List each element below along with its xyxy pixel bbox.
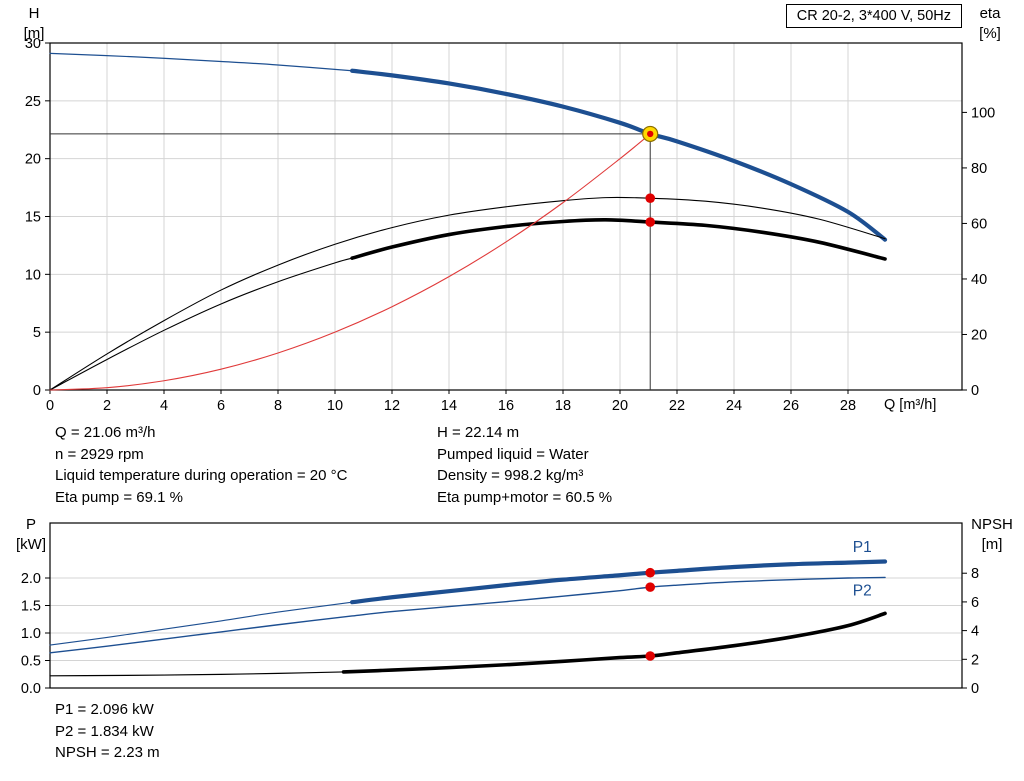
svg-text:0.5: 0.5 [21,654,41,670]
svg-text:2.0: 2.0 [21,571,41,587]
svg-text:8: 8 [274,398,282,414]
svg-text:P1: P1 [853,539,872,556]
svg-text:14: 14 [441,398,457,414]
head-axis-label: H [m] [16,4,52,44]
info-line-q: Q = 21.06 m³/h [55,424,156,441]
eta-axis-label: eta [%] [968,4,1012,44]
npsh-axis-label: NPSH [m] [964,515,1020,555]
info-line-p1: P1 = 2.096 kW [55,701,154,718]
power-axis-symbol: P [25,516,36,533]
svg-text:1.5: 1.5 [21,599,41,615]
svg-text:22: 22 [669,398,685,414]
svg-text:5: 5 [33,325,41,341]
info-line-npsh: NPSH = 2.23 m [55,744,160,761]
svg-text:60: 60 [971,216,987,232]
svg-text:25: 25 [25,94,41,110]
svg-text:20: 20 [971,327,987,343]
svg-text:6: 6 [971,595,979,611]
svg-text:80: 80 [971,161,987,177]
svg-text:2: 2 [971,652,979,668]
head-axis-unit: [m] [23,25,45,42]
info-line-p2: P2 = 1.834 kW [55,722,154,740]
svg-text:4: 4 [971,624,979,640]
svg-text:28: 28 [840,398,856,414]
power-axis-label: P [kW] [10,515,52,555]
svg-text:4: 4 [160,398,168,414]
svg-text:6: 6 [217,398,225,414]
svg-text:2: 2 [103,398,111,414]
svg-text:24: 24 [726,398,742,414]
svg-text:0.0: 0.0 [21,681,41,697]
info-line-eta-pump: Eta pump = 69.1 % [55,488,183,506]
power-axis-unit: [kW] [16,536,46,553]
svg-text:0: 0 [971,383,979,399]
svg-text:100: 100 [971,105,995,121]
svg-text:8: 8 [971,566,979,582]
eta-axis-unit: [%] [979,25,1001,42]
info-line-eta-total: Eta pump+motor = 60.5 % [437,488,613,506]
svg-text:10: 10 [25,267,41,283]
svg-text:1.0: 1.0 [21,626,41,642]
svg-text:15: 15 [25,210,41,226]
svg-text:18: 18 [555,398,571,414]
info-line-temperature: Liquid temperature during operation = 20… [55,467,348,484]
svg-text:0: 0 [971,681,979,697]
svg-text:40: 40 [971,272,987,288]
power-info: P1 = 2.096 kW P2 = 1.834 kW NPSH = 2.23 … [55,699,160,764]
svg-text:P2: P2 [853,583,872,600]
head-axis-symbol: H [28,5,40,22]
svg-text:16: 16 [498,398,514,414]
svg-text:26: 26 [783,398,799,414]
pump-type-box: CR 20-2, 3*400 V, 50Hz [785,4,962,28]
svg-text:10: 10 [327,398,343,414]
info-line-speed: n = 2929 rpm [55,445,144,463]
svg-text:0: 0 [33,383,41,399]
info-line-liquid: Pumped liquid = Water [437,445,589,463]
svg-text:20: 20 [25,152,41,168]
flow-axis-unit: Q [m³/h] [884,397,937,413]
npsh-axis-unit: [m] [981,536,1003,553]
operating-info-left: Q = 21.06 m³/h n = 2929 rpm Liquid tempe… [55,422,347,508]
info-line-density: Density = 998.2 kg/m³ [437,467,584,484]
svg-text:20: 20 [612,398,628,414]
svg-text:12: 12 [384,398,400,414]
info-line-head: H = 22.14 m [437,424,520,441]
operating-info-right: H = 22.14 m Pumped liquid = Water Densit… [437,422,612,508]
svg-text:30: 30 [25,36,41,52]
npsh-axis-symbol: NPSH [971,516,1013,533]
svg-text:0: 0 [46,398,54,414]
eta-axis-symbol: eta [979,5,1001,22]
